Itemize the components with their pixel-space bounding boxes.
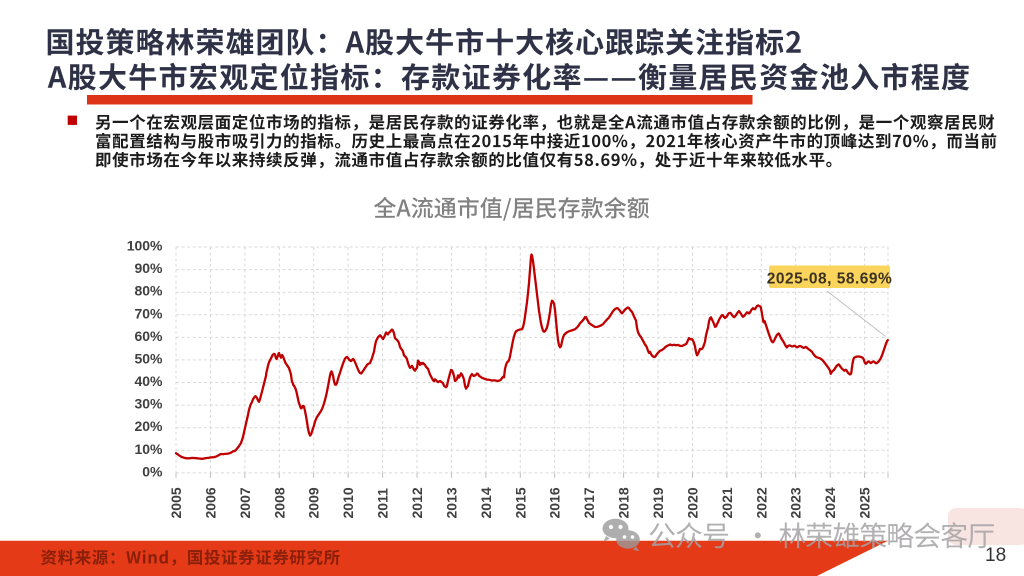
svg-text:18: 18 xyxy=(985,545,1006,566)
svg-text:2015: 2015 xyxy=(512,487,528,518)
svg-text:2006: 2006 xyxy=(202,487,218,518)
svg-text:20%: 20% xyxy=(134,418,163,434)
svg-text:30%: 30% xyxy=(134,396,163,412)
svg-text:100%: 100% xyxy=(127,238,163,254)
svg-text:2016: 2016 xyxy=(547,487,563,518)
svg-text:40%: 40% xyxy=(134,373,163,389)
svg-text:2025-08, 58.69%: 2025-08, 58.69% xyxy=(767,270,893,287)
svg-text:2020: 2020 xyxy=(685,487,701,518)
svg-text:60%: 60% xyxy=(134,328,163,344)
svg-text:2010: 2010 xyxy=(340,487,356,518)
svg-text:2009: 2009 xyxy=(306,487,322,518)
svg-text:10%: 10% xyxy=(134,441,163,457)
svg-text:2005: 2005 xyxy=(168,487,184,518)
svg-text:2022: 2022 xyxy=(753,487,769,518)
svg-text:2017: 2017 xyxy=(581,487,597,518)
svg-text:2018: 2018 xyxy=(616,487,632,518)
svg-text:90%: 90% xyxy=(134,260,163,276)
svg-text:80%: 80% xyxy=(134,283,163,299)
svg-text:2025: 2025 xyxy=(857,487,873,518)
svg-text:50%: 50% xyxy=(134,350,163,366)
svg-text:70%: 70% xyxy=(134,305,163,321)
svg-text:2011: 2011 xyxy=(375,488,391,519)
svg-text:2007: 2007 xyxy=(237,487,253,518)
svg-text:2021: 2021 xyxy=(719,487,735,518)
svg-text:2019: 2019 xyxy=(650,487,666,518)
svg-text:2012: 2012 xyxy=(409,487,425,518)
svg-text:2024: 2024 xyxy=(822,487,838,518)
svg-text:2023: 2023 xyxy=(788,487,804,518)
svg-text:0%: 0% xyxy=(142,463,163,479)
svg-text:2014: 2014 xyxy=(478,487,494,518)
svg-text:2013: 2013 xyxy=(443,487,459,518)
svg-text:2008: 2008 xyxy=(271,487,287,518)
